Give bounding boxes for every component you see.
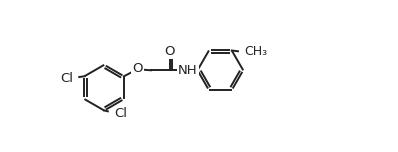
Text: Cl: Cl: [115, 107, 128, 120]
Text: CH₃: CH₃: [244, 45, 267, 58]
Text: NH: NH: [178, 64, 198, 77]
Text: O: O: [132, 62, 143, 76]
Text: Cl: Cl: [60, 72, 73, 85]
Text: O: O: [164, 45, 175, 58]
